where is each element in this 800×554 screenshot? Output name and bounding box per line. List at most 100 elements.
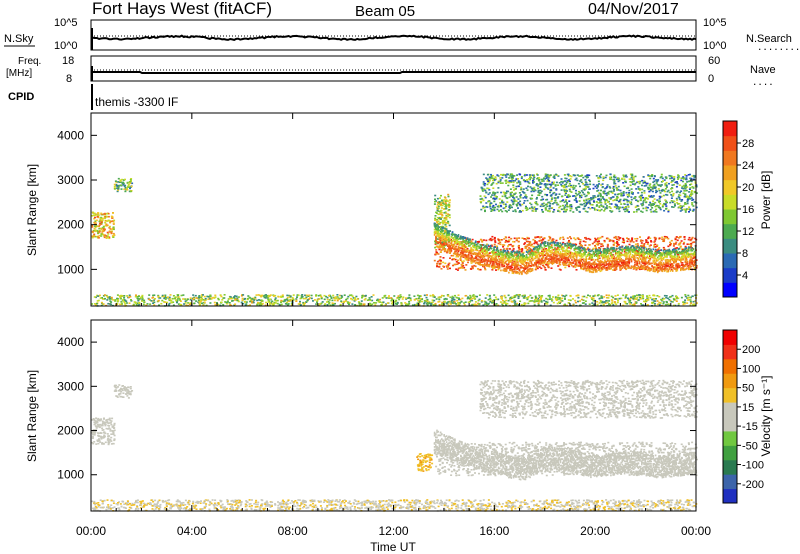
- echo-cell: [683, 302, 686, 305]
- echo-cell: [460, 235, 462, 238]
- echo-cell: [565, 192, 567, 194]
- echo-cell: [361, 295, 364, 298]
- echo-cell: [445, 250, 448, 253]
- echo-cell: [468, 253, 470, 256]
- echo-cell: [537, 304, 540, 306]
- echo-cell: [683, 241, 686, 244]
- echo-cell: [613, 181, 616, 183]
- echo-cell: [674, 204, 676, 207]
- echo-cell: [661, 236, 664, 239]
- echo-cell: [229, 303, 232, 306]
- echo-cell: [641, 304, 644, 306]
- echo-cell: [517, 180, 520, 182]
- echo-cell: [513, 253, 516, 255]
- echo-cell: [691, 295, 694, 297]
- echo-cell: [466, 241, 469, 243]
- echo-cell: [501, 302, 504, 305]
- echo-cell: [107, 236, 110, 239]
- echo-cell: [547, 239, 550, 242]
- echo-cell: [107, 302, 110, 305]
- echo-cell: [611, 263, 614, 266]
- echo-cell: [482, 205, 485, 208]
- echo-cell: [605, 267, 608, 269]
- echo-cell: [444, 200, 447, 202]
- echo-cell: [493, 236, 496, 239]
- echo-cell: [463, 244, 465, 246]
- echo-cell: [440, 207, 443, 209]
- echo-cell: [640, 196, 643, 199]
- echo-cell: [569, 178, 572, 180]
- echo-cell: [320, 296, 323, 299]
- echo-cell: [582, 191, 584, 194]
- echo-cell: [459, 258, 462, 260]
- echo-cell: [572, 303, 575, 306]
- echo-cell: [636, 200, 639, 202]
- echo-cell: [651, 301, 653, 304]
- echo-cell: [577, 294, 580, 296]
- echo-cell: [497, 204, 500, 207]
- echo-cell: [138, 302, 141, 304]
- echo-cell: [141, 299, 144, 301]
- echo-cell: [448, 234, 450, 236]
- echo-cell: [599, 236, 602, 239]
- echo-cell: [258, 299, 260, 301]
- echo-cell: [653, 198, 656, 200]
- echo-cell: [616, 241, 619, 243]
- echo-cell: [637, 251, 640, 253]
- echo-cell: [490, 196, 493, 198]
- echo-cell: [653, 240, 656, 242]
- echo-cell: [536, 300, 539, 303]
- echo-cell: [553, 177, 556, 179]
- echo-cell: [581, 249, 584, 252]
- echo-cell: [588, 200, 591, 202]
- echo-cell: [687, 296, 690, 299]
- echo-cell: [524, 247, 527, 249]
- echo-cell: [680, 207, 682, 210]
- echo-cell: [598, 242, 601, 245]
- echo-cell: [636, 209, 638, 211]
- echo-cell: [326, 296, 329, 299]
- echo-cell: [670, 188, 673, 190]
- cpid-text: themis -3300 IF: [95, 95, 178, 109]
- echo-cell: [691, 175, 694, 177]
- echo-cell: [544, 173, 547, 175]
- echo-cell: [600, 245, 603, 248]
- echo-cell: [601, 300, 604, 303]
- echo-cell: [138, 303, 141, 305]
- echo-cell: [470, 304, 473, 307]
- echo-cell: [172, 304, 175, 306]
- echo-cell: [673, 304, 675, 307]
- echo-cell: [532, 187, 535, 190]
- echo-cell: [555, 239, 558, 242]
- echo-cell: [600, 204, 603, 206]
- echo-cell: [584, 244, 587, 246]
- echo-cell: [130, 190, 133, 193]
- echo-cell: [93, 233, 96, 236]
- echo-cell: [330, 296, 333, 299]
- echo-cell: [441, 246, 443, 248]
- echo-cell: [538, 294, 541, 297]
- echo-cell: [537, 185, 540, 187]
- echo-cell: [621, 261, 623, 264]
- echo-cell: [480, 208, 483, 211]
- echo-cell: [161, 299, 164, 302]
- echo-cell: [105, 235, 108, 237]
- echo-cell: [110, 231, 113, 233]
- echo-cell: [202, 304, 205, 307]
- echo-cell: [454, 258, 457, 261]
- echo-cell: [107, 233, 110, 235]
- echo-cell: [447, 264, 450, 267]
- echo-cell: [511, 191, 513, 194]
- echo-cell: [640, 203, 643, 205]
- echo-cell: [107, 219, 110, 222]
- echo-cell: [504, 255, 507, 258]
- echo-cell: [448, 224, 451, 227]
- echo-cell: [528, 241, 531, 243]
- echo-cell: [383, 296, 386, 298]
- echo-cell: [234, 295, 236, 297]
- echo-cell: [555, 193, 558, 195]
- echo-cell: [587, 252, 590, 254]
- echo-cell: [544, 267, 547, 269]
- echo-cell: [443, 248, 445, 250]
- echo-cell: [685, 196, 688, 198]
